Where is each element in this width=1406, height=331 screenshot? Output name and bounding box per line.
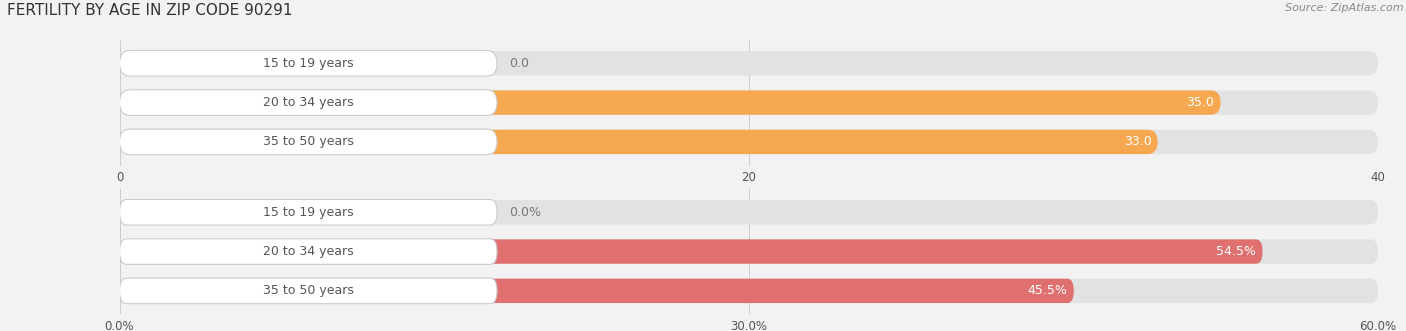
Text: 54.5%: 54.5%	[1216, 245, 1256, 258]
Text: 45.5%: 45.5%	[1028, 284, 1067, 297]
FancyBboxPatch shape	[120, 130, 1378, 154]
Text: 33.0: 33.0	[1123, 135, 1152, 148]
FancyBboxPatch shape	[120, 279, 1378, 303]
FancyBboxPatch shape	[120, 51, 498, 76]
FancyBboxPatch shape	[120, 200, 498, 225]
Text: 35.0: 35.0	[1187, 96, 1215, 109]
Text: 35 to 50 years: 35 to 50 years	[263, 284, 354, 297]
FancyBboxPatch shape	[120, 278, 498, 304]
FancyBboxPatch shape	[120, 51, 1378, 75]
FancyBboxPatch shape	[120, 129, 498, 155]
Text: 20 to 34 years: 20 to 34 years	[263, 245, 353, 258]
Text: Source: ZipAtlas.com: Source: ZipAtlas.com	[1285, 3, 1403, 13]
FancyBboxPatch shape	[120, 200, 1378, 224]
Text: 35 to 50 years: 35 to 50 years	[263, 135, 354, 148]
Text: 0.0%: 0.0%	[509, 206, 541, 219]
FancyBboxPatch shape	[120, 239, 498, 264]
FancyBboxPatch shape	[120, 279, 1074, 303]
FancyBboxPatch shape	[120, 90, 498, 116]
FancyBboxPatch shape	[120, 90, 1220, 115]
Text: 0.0: 0.0	[509, 57, 530, 70]
FancyBboxPatch shape	[120, 200, 188, 224]
FancyBboxPatch shape	[120, 239, 1263, 264]
Text: 20 to 34 years: 20 to 34 years	[263, 96, 353, 109]
FancyBboxPatch shape	[120, 51, 188, 75]
FancyBboxPatch shape	[120, 130, 1157, 154]
Text: FERTILITY BY AGE IN ZIP CODE 90291: FERTILITY BY AGE IN ZIP CODE 90291	[7, 3, 292, 18]
FancyBboxPatch shape	[120, 239, 1378, 264]
FancyBboxPatch shape	[120, 90, 1378, 115]
Text: 15 to 19 years: 15 to 19 years	[263, 206, 353, 219]
Text: 15 to 19 years: 15 to 19 years	[263, 57, 353, 70]
